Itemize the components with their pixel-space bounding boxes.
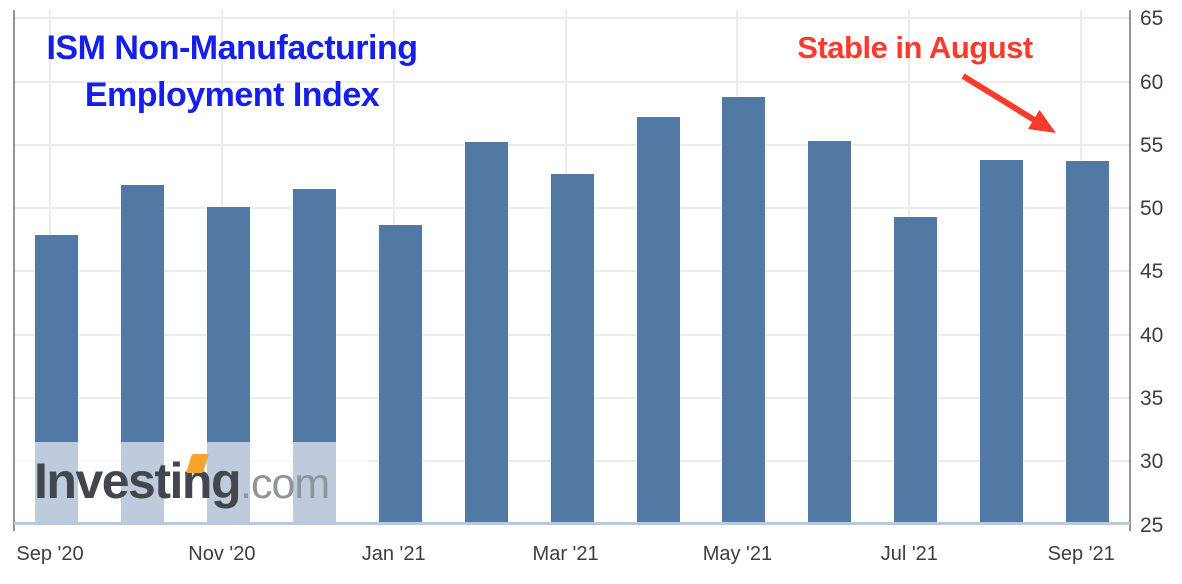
bar-Mar '21 <box>550 174 594 523</box>
y-tick-label: 65 <box>1140 7 1164 31</box>
bar-Apr '21 <box>636 117 680 523</box>
x-tick-label: Mar '21 <box>532 543 599 565</box>
annotation-text: Stable in August <box>797 30 1033 65</box>
y-tick-label: 40 <box>1140 323 1164 347</box>
x-tick-label: May '21 <box>702 543 773 565</box>
x-tick-label: Sep '20 <box>16 543 84 565</box>
x-tick-label: Sep '21 <box>1047 543 1115 565</box>
logo-suffix-text: .com <box>240 460 330 508</box>
x-axis-baseline <box>14 522 1130 525</box>
bar-Feb '21 <box>464 142 508 523</box>
bar-Jan '21 <box>378 224 422 523</box>
x-tick-label: Jul '21 <box>880 543 938 565</box>
y-tick-label: 50 <box>1140 197 1164 221</box>
y-tick-label: 60 <box>1140 70 1164 94</box>
h-gridline <box>14 17 1130 20</box>
chart-title-line1: ISM Non-Manufacturing <box>46 29 418 67</box>
bar-Sep '21 <box>1066 161 1110 523</box>
watermark-background <box>0 442 368 524</box>
y-tick-label: 35 <box>1140 386 1164 410</box>
x-tick-label: Jan '21 <box>361 543 426 565</box>
chart-title: ISM Non-Manufacturing Employment Index <box>22 25 442 119</box>
chart-title-line2: Employment Index <box>84 76 380 114</box>
left-axis-line <box>13 10 15 531</box>
y-tick-label: 45 <box>1140 260 1164 284</box>
bar-May '21 <box>722 96 766 523</box>
bar-Jun '21 <box>808 141 852 523</box>
bar-Jul '21 <box>894 217 938 523</box>
y-tick-label: 25 <box>1140 513 1164 537</box>
y-tick-label: 55 <box>1140 133 1164 157</box>
h-gridline <box>14 143 1130 146</box>
investing-com-logo: Investing.com <box>34 453 330 509</box>
right-axis-line <box>1129 10 1131 531</box>
y-tick-label: 30 <box>1140 450 1164 474</box>
h-gridline <box>14 80 1130 83</box>
logo-brand-text: Investing <box>34 453 242 509</box>
annotation-arrow-icon <box>961 73 1056 133</box>
x-tick-label: Nov '20 <box>188 543 256 565</box>
bar-Aug '21 <box>980 160 1024 523</box>
